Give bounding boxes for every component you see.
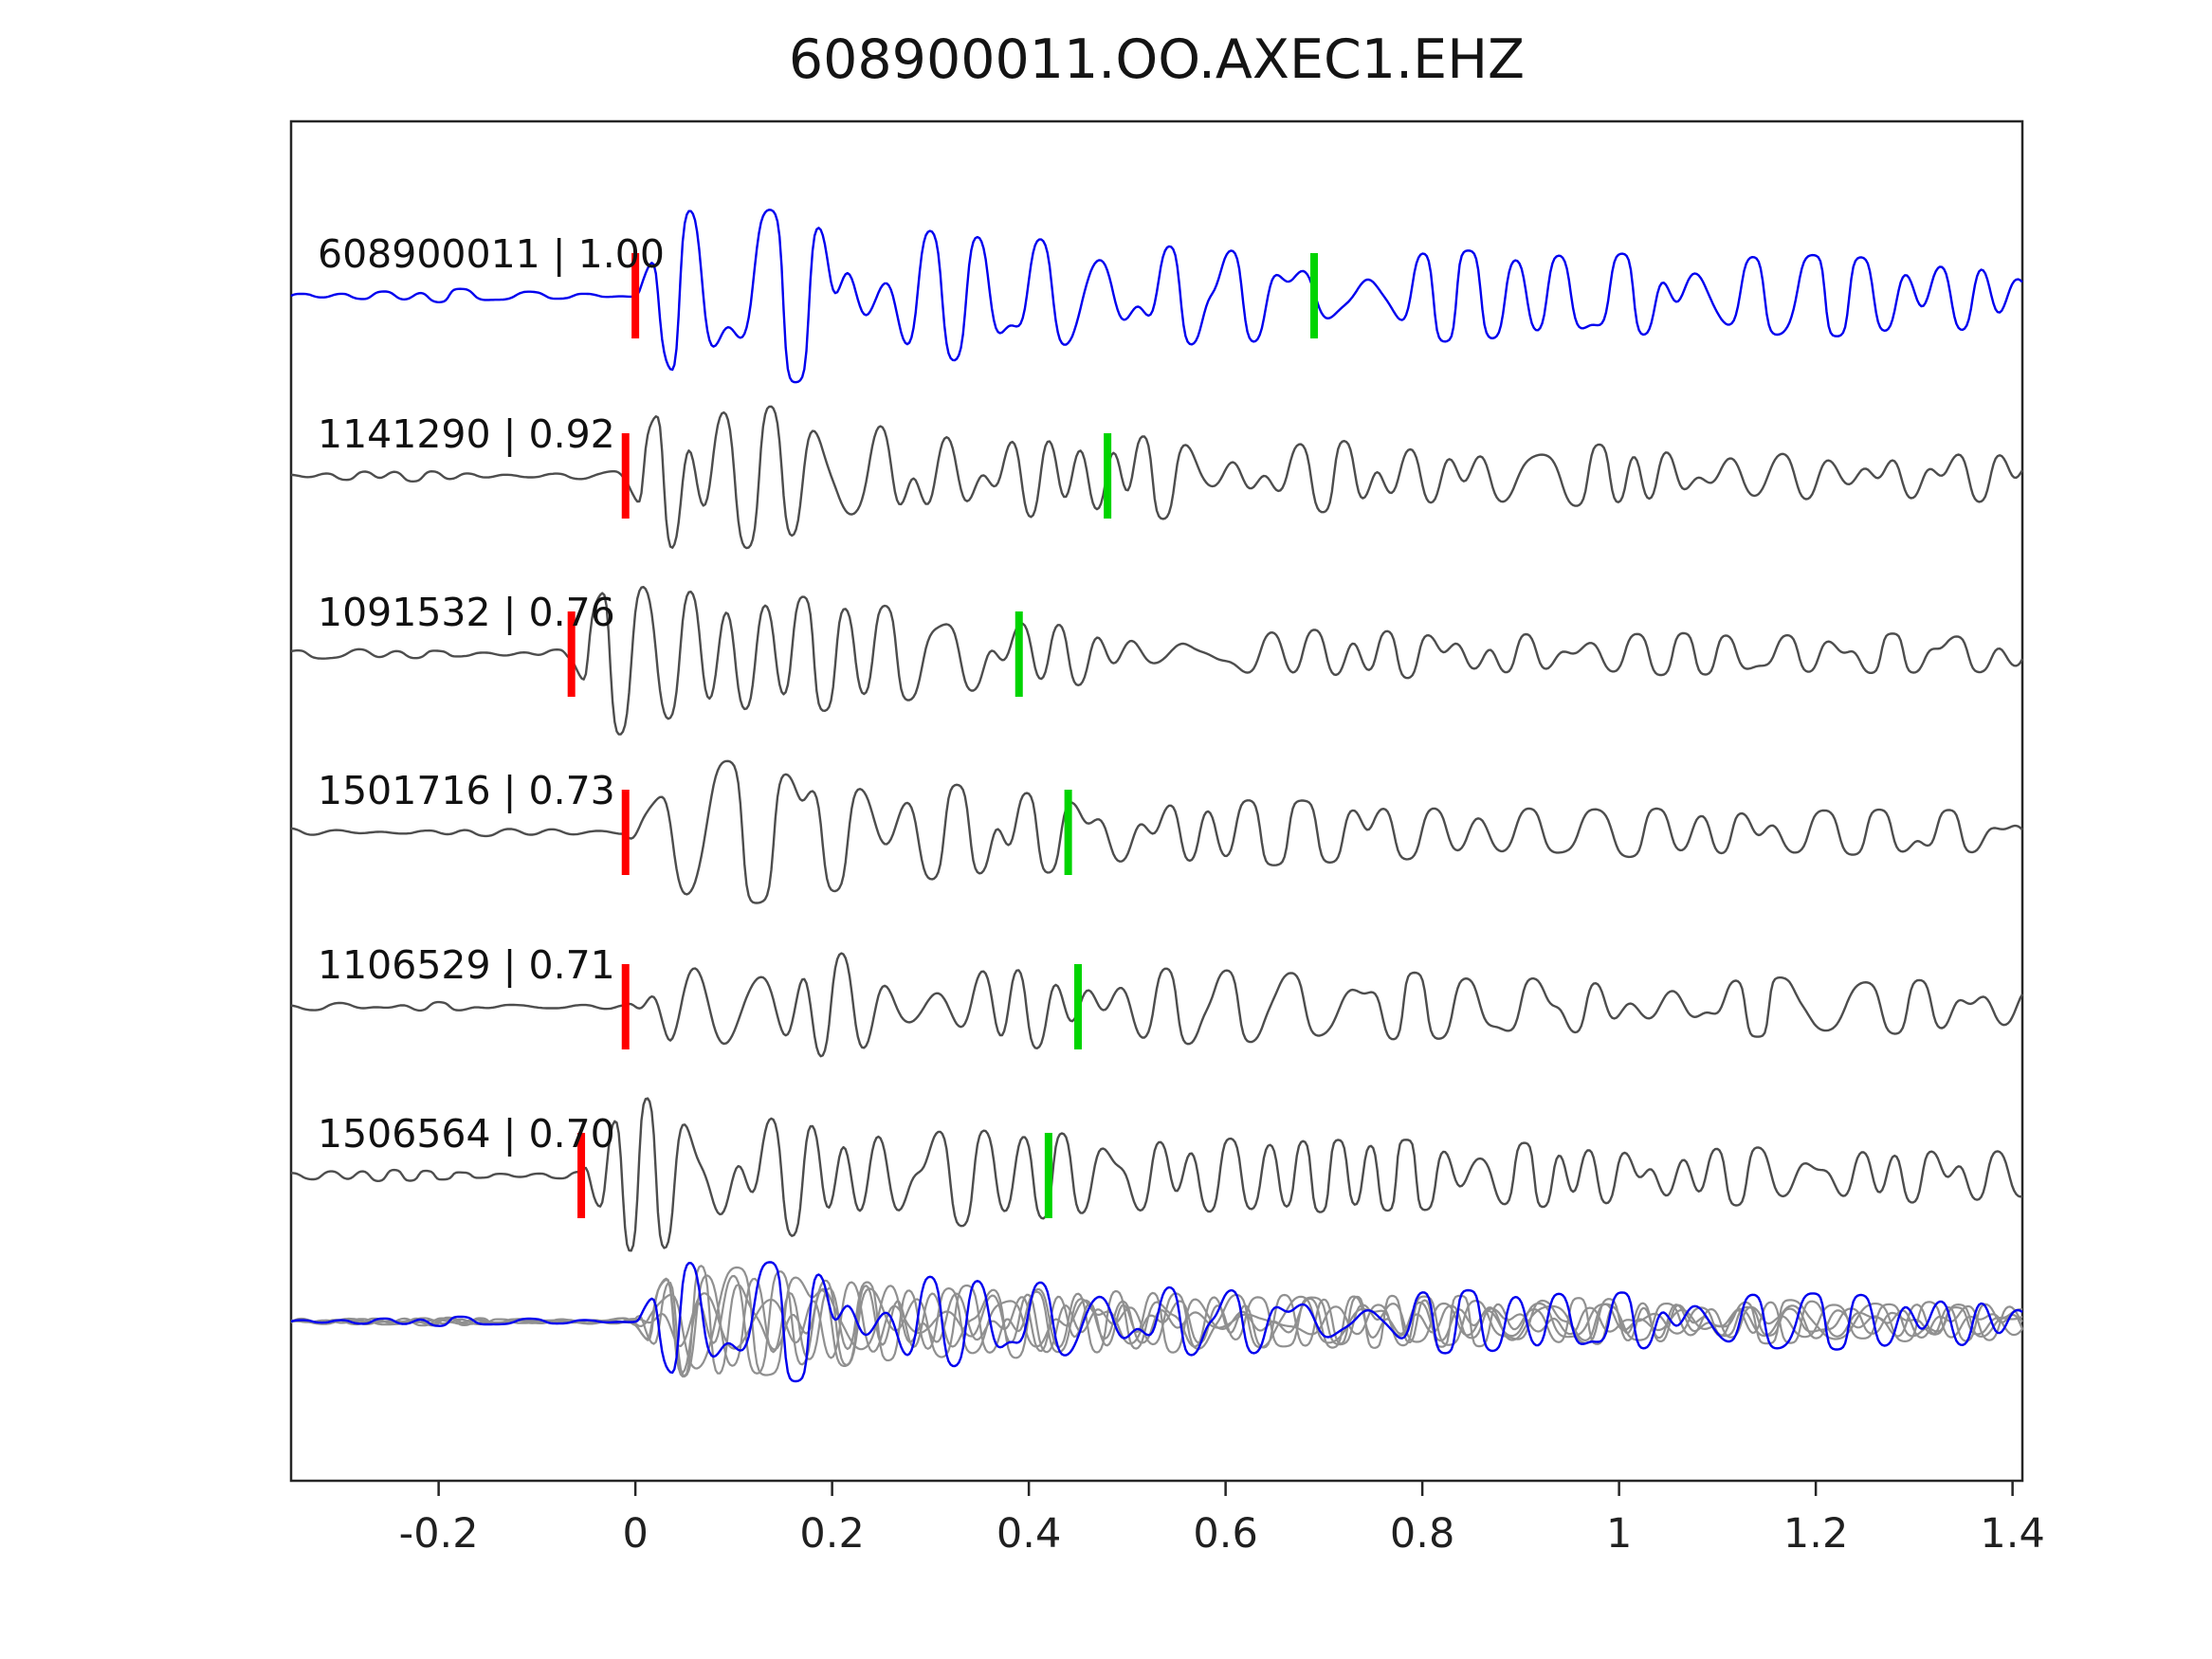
- red-pick-marker: [577, 1133, 586, 1218]
- waveform-1141290: [290, 405, 2023, 550]
- waveform-1501716: [290, 759, 2023, 904]
- x-tick-label: 0.6: [1193, 1510, 1257, 1558]
- overlay-waveform-1141290: [290, 1270, 2023, 1375]
- green-pick-marker: [1064, 790, 1072, 875]
- overlay-waveform-1091532: [290, 1274, 2023, 1378]
- waveform-608900011: [290, 209, 2023, 384]
- red-pick-marker: [621, 964, 630, 1049]
- green-pick-marker: [1104, 433, 1112, 519]
- x-tick-label: 0.4: [996, 1510, 1061, 1558]
- green-pick-marker: [1074, 964, 1082, 1049]
- trace-label: 1091532 | 0.76: [318, 590, 615, 635]
- green-pick-marker: [1310, 253, 1318, 338]
- red-pick-marker: [621, 433, 630, 519]
- red-pick-marker: [567, 611, 576, 697]
- trace-label: 1106529 | 0.71: [318, 942, 615, 988]
- trace-label: 1501716 | 0.73: [318, 768, 615, 813]
- trace-label: 1141290 | 0.92: [318, 411, 615, 457]
- x-tick-label: 0.2: [799, 1510, 864, 1558]
- trace-label: 608900011 | 1.00: [318, 231, 665, 277]
- x-tick-label: -0.2: [399, 1510, 479, 1558]
- plot-frame: [289, 119, 2024, 1483]
- x-tick-label: 0.8: [1390, 1510, 1454, 1558]
- waveform-1091532: [290, 586, 2024, 736]
- x-tick-label: 0: [622, 1510, 648, 1558]
- green-pick-marker: [1015, 611, 1023, 697]
- red-pick-marker: [621, 790, 630, 875]
- waveform-1106529: [290, 952, 2024, 1058]
- trace-label: 1506564 | 0.70: [318, 1111, 615, 1157]
- x-tick-label: 1.4: [1980, 1510, 2044, 1558]
- chart-title: 608900011.OO.AXEC1.EHZ: [789, 28, 1525, 91]
- overlay-waveform-608900011: [290, 1261, 2023, 1383]
- x-tick-label: 1.2: [1783, 1510, 1848, 1558]
- green-pick-marker: [1044, 1133, 1052, 1218]
- red-pick-marker: [631, 253, 640, 338]
- x-tick-label: 1: [1606, 1510, 1632, 1558]
